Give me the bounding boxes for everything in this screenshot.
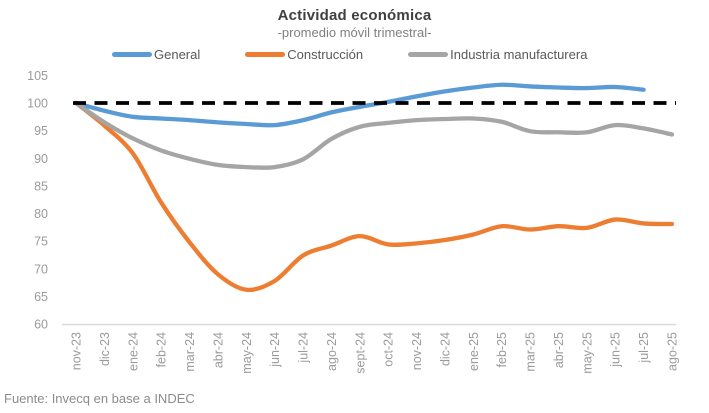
x-axis-label: mar-25 [524,332,538,372]
legend-swatch-industria-manufacturera [408,52,449,57]
y-axis-label: 90 [34,152,48,166]
chart-subtitle: -promedio móvil trimestral- [277,25,432,40]
x-axis-label: feb-25 [495,332,509,367]
legend-label: Industria manufacturera [450,47,588,62]
x-axis-label: dic-23 [98,332,112,366]
y-axis-label: 80 [34,207,48,221]
x-axis-label: mar-24 [183,332,197,372]
y-axis-label: 95 [34,124,48,138]
legend-label: General [154,47,201,62]
x-axis-label: nov-24 [410,332,424,370]
x-axis-label: abr-25 [552,332,566,368]
x-axis-label: may-24 [240,332,254,374]
x-axis-label: ago-24 [325,332,339,371]
series-line-general [73,82,646,128]
x-axis-label: jun-25 [609,332,623,368]
x-axis-label: sept-24 [353,332,367,374]
chart-legend: General Construcción Industria manufacture… [112,47,587,62]
x-axis-label: jul-24 [297,332,311,364]
legend-label: Construcción [287,47,364,62]
y-axis-label: 70 [34,262,48,276]
x-axis-label: abr-24 [211,332,225,368]
y-axis-label: 65 [34,290,48,304]
y-axis-label: 105 [27,69,48,83]
y-axis-label: 100 [27,97,48,111]
x-axis-label: nov-23 [70,332,84,370]
source-note: Fuente: Invecq en base a INDEC [4,391,195,406]
x-axis-label: may-25 [580,332,594,374]
x-axis-label: ene-24 [126,332,140,371]
y-axis-label: 85 [34,179,48,193]
x-axis-label: dic-24 [438,332,452,366]
y-axis-label: 75 [34,235,48,249]
legend-swatch-construccion [245,52,286,57]
x-axis-label: ago-25 [666,332,680,371]
legend-item-industria-manufacturera: Industria manufacturera [408,47,587,62]
chart-title: Actividad económica [277,7,432,24]
y-axis-label: 60 [34,318,48,332]
x-axis-label: oct-24 [382,332,396,367]
x-axis-label: jul-25 [637,332,651,364]
legend-item-general: General [112,47,200,62]
x-axis-label: feb-24 [155,332,169,367]
series-line-industria-manufacturera [73,100,675,170]
series-line-construccion [73,100,675,293]
x-axis-label: ene-25 [467,332,481,371]
x-axis-label: jun-24 [268,332,282,368]
legend-item-construccion: Construcción [245,47,363,62]
legend-swatch-general [112,52,152,57]
